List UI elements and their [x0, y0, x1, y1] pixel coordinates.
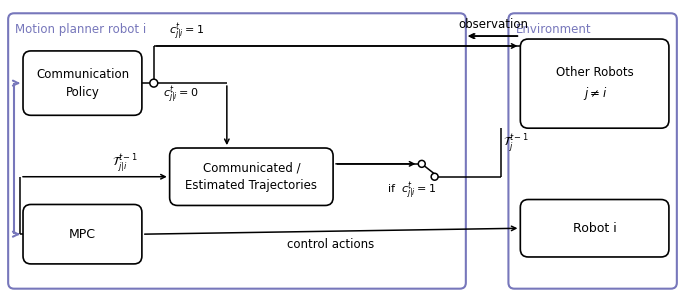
Text: Communicated /
Estimated Trajectories: Communicated / Estimated Trajectories: [186, 161, 317, 192]
Text: $c^t_{j|i} = 1$: $c^t_{j|i} = 1$: [169, 21, 203, 42]
FancyBboxPatch shape: [23, 204, 142, 264]
Text: if  $c^t_{j|i} = 1$: if $c^t_{j|i} = 1$: [387, 181, 436, 201]
Text: $\mathcal{T}^{t-1}_{j|i}$: $\mathcal{T}^{t-1}_{j|i}$: [112, 153, 138, 175]
FancyBboxPatch shape: [170, 148, 333, 206]
Text: $c^t_{j|i} = 0$: $c^t_{j|i} = 0$: [163, 84, 198, 105]
Text: control actions: control actions: [288, 238, 375, 251]
Text: observation: observation: [458, 18, 528, 31]
Text: Environment: Environment: [516, 23, 592, 36]
Text: Communication
Policy: Communication Policy: [36, 68, 129, 99]
Text: Other Robots
$j \neq i$: Other Robots $j \neq i$: [556, 66, 634, 102]
Text: $\mathcal{T}^{t-1}_{j}$: $\mathcal{T}^{t-1}_{j}$: [503, 133, 530, 155]
Circle shape: [419, 160, 425, 167]
Text: Robot i: Robot i: [573, 222, 616, 235]
FancyBboxPatch shape: [521, 200, 669, 257]
FancyBboxPatch shape: [23, 51, 142, 115]
Text: MPC: MPC: [69, 228, 96, 241]
Circle shape: [431, 173, 438, 180]
Circle shape: [150, 79, 158, 87]
Text: Motion planner robot i: Motion planner robot i: [15, 23, 147, 36]
FancyBboxPatch shape: [521, 39, 669, 128]
